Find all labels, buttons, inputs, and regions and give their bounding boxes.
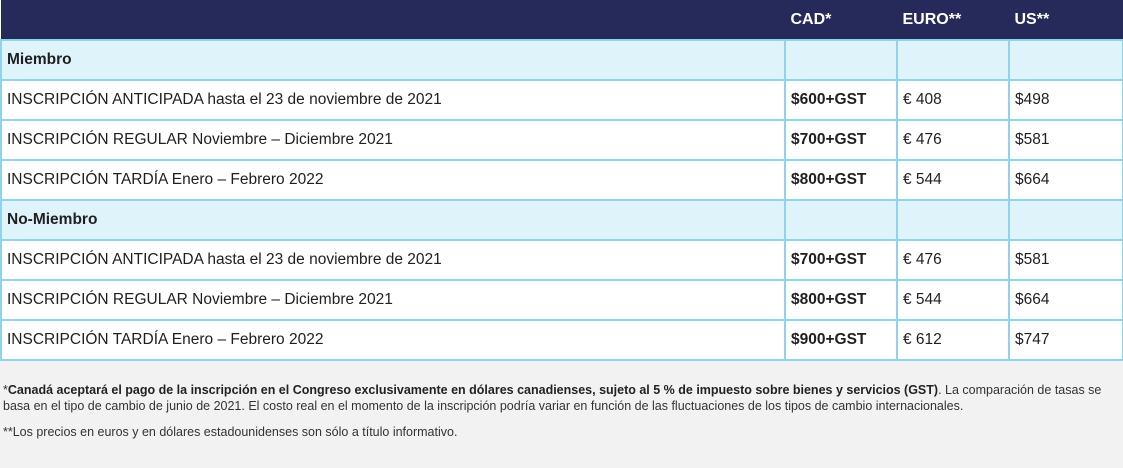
table-row: INSCRIPCIÓN ANTICIPADA hasta el 23 de no… bbox=[0, 79, 1123, 121]
row-label: INSCRIPCIÓN ANTICIPADA hasta el 23 de no… bbox=[0, 239, 786, 281]
section-title: No-Miembro bbox=[0, 199, 786, 241]
price-cad: $800+GST bbox=[784, 279, 898, 321]
price-cad: $700+GST bbox=[784, 119, 898, 161]
footnote-marker: * bbox=[3, 383, 8, 397]
footnote-bold-text: Canadá aceptará el pago de la inscripció… bbox=[7, 383, 939, 397]
section-title: Miembro bbox=[0, 39, 786, 81]
price-cad: $600+GST bbox=[784, 79, 898, 121]
table-row: INSCRIPCIÓN REGULAR Noviembre – Diciembr… bbox=[0, 119, 1123, 161]
header-cad: CAD* bbox=[784, 0, 898, 41]
price-euro: € 612 bbox=[896, 319, 1010, 361]
price-cad: $900+GST bbox=[784, 319, 898, 361]
header-us: US** bbox=[1008, 0, 1123, 41]
table-row: INSCRIPCIÓN REGULAR Noviembre – Diciembr… bbox=[0, 279, 1123, 321]
footnote-gst: *Canadá aceptará el pago de la inscripci… bbox=[3, 382, 1119, 414]
table-row: INSCRIPCIÓN TARDÍA Enero – Febrero 2022 … bbox=[0, 159, 1123, 201]
price-euro: € 544 bbox=[896, 159, 1010, 201]
section-row-no-miembro: No-Miembro bbox=[0, 199, 1123, 241]
price-euro: € 408 bbox=[896, 79, 1010, 121]
price-euro: € 476 bbox=[896, 239, 1010, 281]
footnote-text: . La comparación de tasas se basa en el … bbox=[3, 383, 1102, 413]
row-label: INSCRIPCIÓN REGULAR Noviembre – Diciembr… bbox=[0, 279, 786, 321]
price-us: $747 bbox=[1008, 319, 1123, 361]
price-cad: $800+GST bbox=[784, 159, 898, 201]
row-label: INSCRIPCIÓN REGULAR Noviembre – Diciembr… bbox=[0, 119, 786, 161]
section-row-miembro: Miembro bbox=[0, 39, 1123, 81]
table-row: INSCRIPCIÓN TARDÍA Enero – Febrero 2022 … bbox=[0, 319, 1123, 361]
price-us: $664 bbox=[1008, 159, 1123, 201]
price-us: $664 bbox=[1008, 279, 1123, 321]
price-euro: € 544 bbox=[896, 279, 1010, 321]
footnotes: *Canadá aceptará el pago de la inscripci… bbox=[3, 382, 1119, 440]
table-header-row: CAD* EURO** US** bbox=[0, 0, 1123, 41]
header-euro: EURO** bbox=[896, 0, 1010, 41]
price-cad: $700+GST bbox=[784, 239, 898, 281]
row-label: INSCRIPCIÓN TARDÍA Enero – Febrero 2022 bbox=[0, 319, 786, 361]
price-us: $498 bbox=[1008, 79, 1123, 121]
footnote-currency: **Los precios en euros y en dólares esta… bbox=[3, 425, 458, 439]
row-label: INSCRIPCIÓN TARDÍA Enero – Febrero 2022 bbox=[0, 159, 786, 201]
header-label bbox=[0, 0, 786, 41]
table-row: INSCRIPCIÓN ANTICIPADA hasta el 23 de no… bbox=[0, 239, 1123, 281]
row-label: INSCRIPCIÓN ANTICIPADA hasta el 23 de no… bbox=[0, 79, 786, 121]
price-us: $581 bbox=[1008, 239, 1123, 281]
pricing-table: CAD* EURO** US** Miembro INSCRIPCIÓN ANT… bbox=[0, 0, 1123, 361]
price-us: $581 bbox=[1008, 119, 1123, 161]
price-euro: € 476 bbox=[896, 119, 1010, 161]
